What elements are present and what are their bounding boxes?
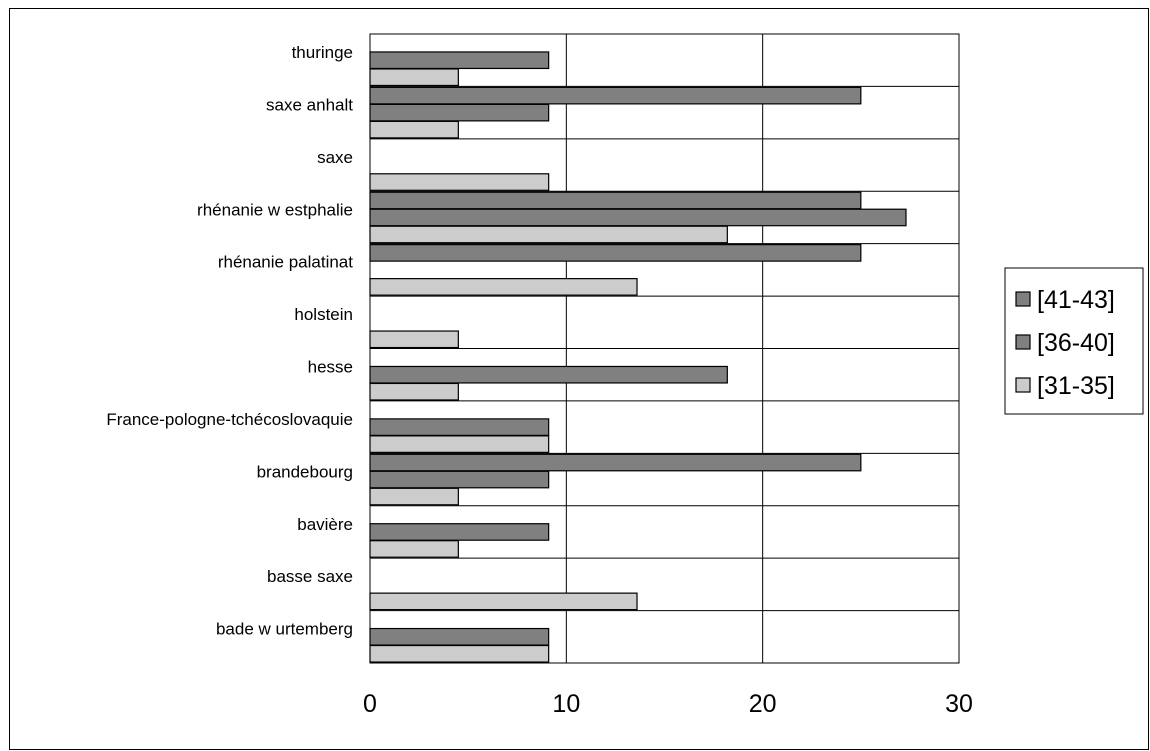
category-label: bade w urtemberg <box>216 620 353 639</box>
category-label: basse saxe <box>267 567 353 586</box>
bar-2 <box>369 523 550 541</box>
bar-3 <box>369 330 459 349</box>
legend: [41-43] [36-40] [31-35] <box>1004 267 1144 415</box>
bar-3 <box>369 68 459 87</box>
category-label: saxe anhalt <box>266 95 353 114</box>
category-label: holstein <box>294 305 353 324</box>
category-label: bavière <box>297 515 353 534</box>
bar-3 <box>369 592 638 611</box>
bar-layer <box>369 51 907 663</box>
bar-2 <box>369 208 907 227</box>
axis-layer: thuringe saxe anhalt saxe rhénanie w estpha… <box>106 43 973 718</box>
bar-2 <box>369 103 550 122</box>
category-label: hesse <box>308 358 353 377</box>
bar-2 <box>369 365 728 384</box>
legend-swatch <box>1015 334 1031 350</box>
legend-label: [41-43] <box>1037 286 1115 314</box>
bar-3 <box>369 225 728 244</box>
bar-3 <box>369 435 550 453</box>
legend-swatch <box>1015 291 1031 307</box>
category-label: saxe <box>317 148 353 167</box>
legend-label: [31-35] <box>1037 372 1115 400</box>
bar-1 <box>369 453 862 472</box>
category-label: thuringe <box>292 43 353 62</box>
bar-3 <box>369 173 550 191</box>
legend-swatch <box>1015 377 1031 393</box>
x-tick-label: 0 <box>363 690 377 718</box>
x-tick-label: 30 <box>945 690 973 718</box>
bar-3 <box>369 644 550 663</box>
bar-3 <box>369 487 459 506</box>
category-label: brandebourg <box>257 462 353 481</box>
bar-2 <box>369 418 550 436</box>
bar-2 <box>369 51 550 70</box>
grid-layer <box>369 33 960 664</box>
bar-3 <box>369 382 459 401</box>
bar-2 <box>369 470 550 489</box>
bar-3 <box>369 120 459 139</box>
category-label: rhénanie palatinat <box>218 253 353 272</box>
bar-1 <box>369 191 862 210</box>
category-label: rhénanie w estphalie <box>197 200 353 219</box>
bar-2 <box>369 627 550 646</box>
bar-3 <box>369 278 638 296</box>
x-tick-label: 10 <box>552 690 580 718</box>
bar-3 <box>369 540 459 558</box>
bar-1 <box>369 86 862 105</box>
legend-label: [36-40] <box>1037 329 1115 357</box>
category-label: France-pologne-tchécoslovaquie <box>106 410 353 429</box>
x-tick-label: 20 <box>749 690 777 718</box>
bar-1 <box>369 244 862 262</box>
